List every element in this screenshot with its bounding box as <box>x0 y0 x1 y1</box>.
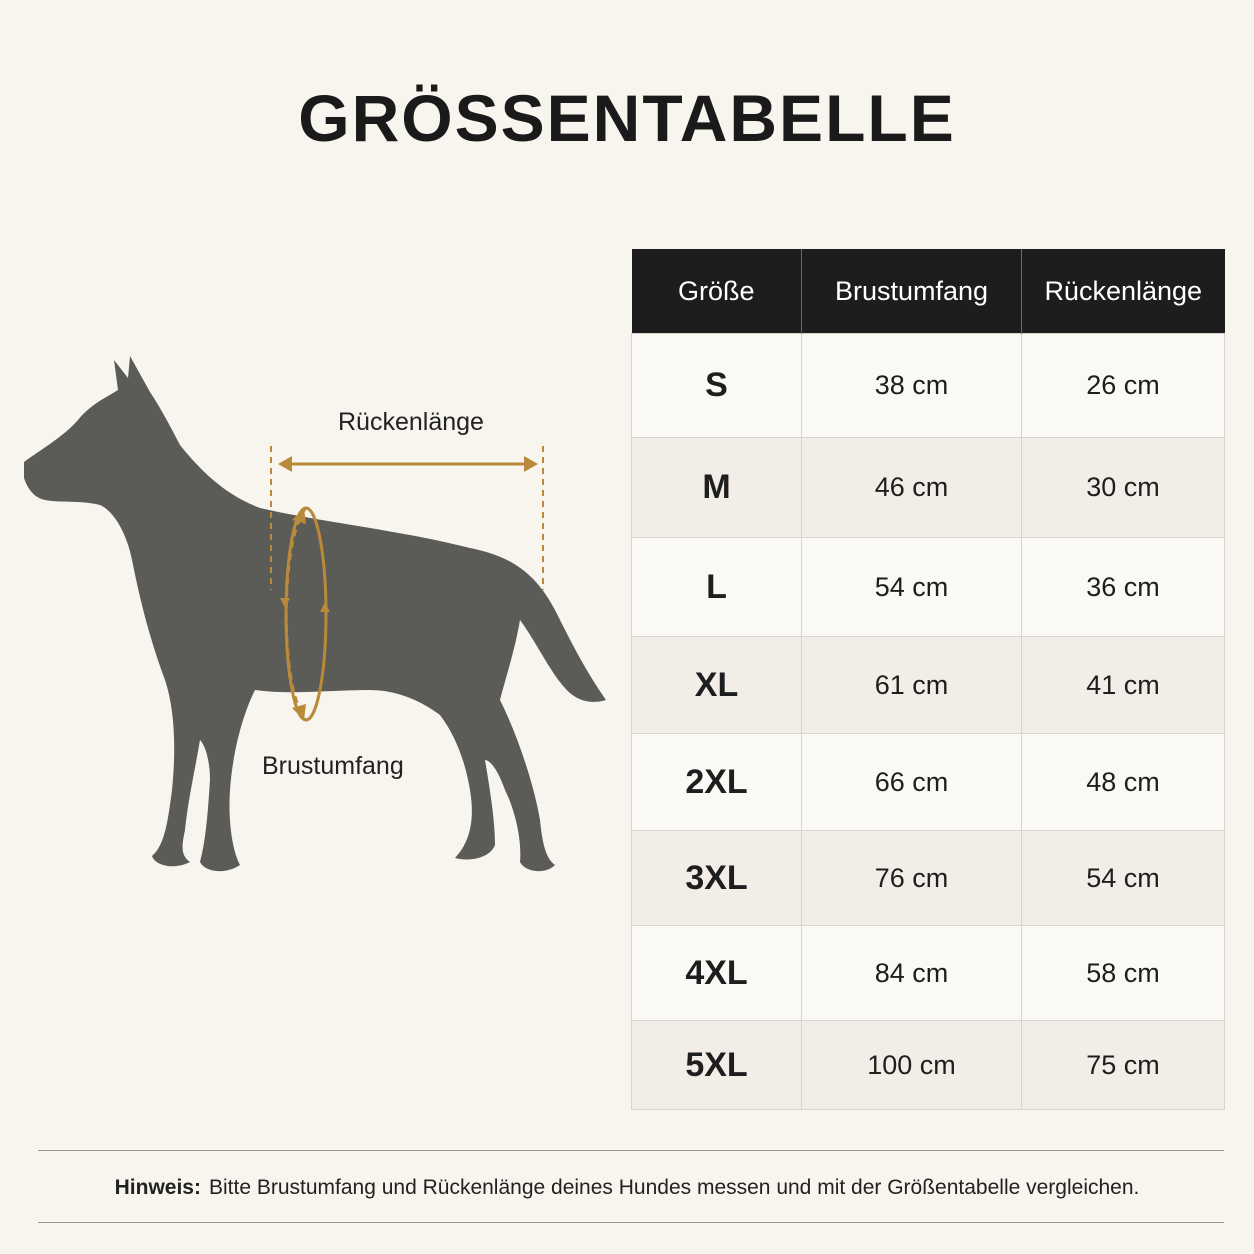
divider-top <box>38 1150 1224 1151</box>
size-cell: L <box>631 537 802 637</box>
table-row: S 38 cm 26 cm <box>631 333 1225 438</box>
size-cell: XL <box>631 636 802 734</box>
back-arrow-right-head <box>524 456 538 472</box>
back-cell: 36 cm <box>1021 537 1225 637</box>
back-cell: 41 cm <box>1021 636 1225 734</box>
dog-silhouette <box>24 356 606 872</box>
dog-illustration <box>24 356 606 872</box>
back-cell: 54 cm <box>1021 830 1225 926</box>
table-row: 3XL 76 cm 54 cm <box>631 830 1225 926</box>
chest-cell: 46 cm <box>801 437 1022 538</box>
table-row: 2XL 66 cm 48 cm <box>631 733 1225 831</box>
back-cell: 58 cm <box>1021 925 1225 1021</box>
chest-cell: 54 cm <box>801 537 1022 637</box>
table-row: 5XL 100 cm 75 cm <box>631 1020 1225 1110</box>
back-cell: 30 cm <box>1021 437 1225 538</box>
header-size: Größe <box>631 249 802 334</box>
size-cell: 4XL <box>631 925 802 1021</box>
header-back: Rückenlänge <box>1021 249 1225 334</box>
size-cell: S <box>631 333 802 438</box>
chest-cell: 76 cm <box>801 830 1022 926</box>
back-cell: 75 cm <box>1021 1020 1225 1110</box>
table-row: 4XL 84 cm 58 cm <box>631 925 1225 1021</box>
chest-cell: 84 cm <box>801 925 1022 1021</box>
note: Hinweis: Bitte Brustumfang und Rückenläng… <box>0 1176 1254 1200</box>
back-length-label: Rückenlänge <box>338 408 484 436</box>
back-cell: 48 cm <box>1021 733 1225 831</box>
header-chest: Brustumfang <box>801 249 1022 334</box>
page-title: GRÖSSENTABELLE <box>298 81 956 155</box>
size-cell: 3XL <box>631 830 802 926</box>
chest-arrow-bottom <box>292 704 306 720</box>
chest-arrow-mid-down <box>280 598 290 608</box>
chest-cell: 61 cm <box>801 636 1022 734</box>
chest-girth-label: Brustumfang <box>262 752 404 780</box>
size-cell: 2XL <box>631 733 802 831</box>
chest-cell: 38 cm <box>801 333 1022 438</box>
table-row: XL 61 cm 41 cm <box>631 636 1225 734</box>
table-row: M 46 cm 30 cm <box>631 437 1225 538</box>
chest-arrow-top <box>292 508 306 524</box>
table-header-row: Größe Brustumfang Rückenlänge <box>631 249 1225 334</box>
chest-arrow-mid-up <box>320 602 330 612</box>
size-cell: M <box>631 437 802 538</box>
table-row: L 54 cm 36 cm <box>631 537 1225 637</box>
chest-cell: 100 cm <box>801 1020 1022 1110</box>
back-cell: 26 cm <box>1021 333 1225 438</box>
divider-bottom <box>38 1222 1224 1223</box>
chest-ellipse-back <box>285 507 307 721</box>
size-table: Größe Brustumfang Rückenlänge S 38 cm 26… <box>631 249 1225 1110</box>
chest-cell: 66 cm <box>801 733 1022 831</box>
back-arrow-left-head <box>278 456 292 472</box>
note-label: Hinweis: <box>114 1176 201 1199</box>
size-cell: 5XL <box>631 1020 802 1110</box>
note-text: Bitte Brustumfang und Rückenlänge deines… <box>208 1176 1140 1199</box>
